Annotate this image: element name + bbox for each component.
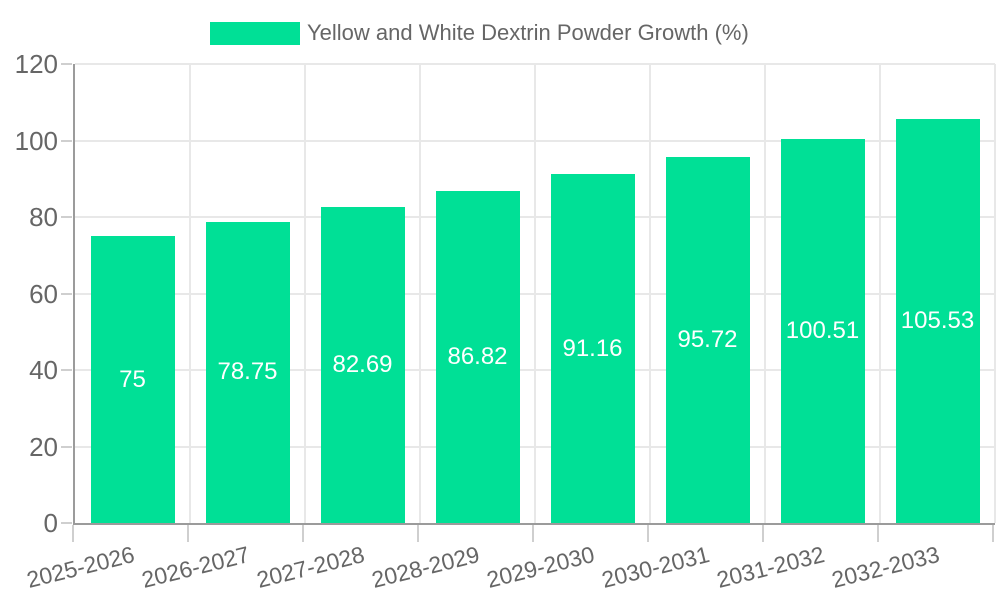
y-tick — [61, 522, 72, 524]
bar-value-label: 86.82 — [447, 342, 508, 370]
plot-area: 75 78.75 82.69 86.82 91.16 95.72 100.51 105.53 — [73, 63, 996, 525]
x-tick — [302, 525, 304, 542]
x-tick — [72, 525, 74, 542]
x-tick-label: 2026-2027 — [138, 541, 252, 593]
v-gridline — [534, 64, 536, 523]
v-gridline — [764, 64, 766, 523]
y-tick-label: 100 — [14, 125, 58, 156]
bar-value-label: 105.53 — [900, 307, 975, 335]
bar: 100.51 — [780, 138, 865, 523]
x-tick-label: 2030-2031 — [598, 541, 712, 593]
bar: 91.16 — [550, 174, 635, 523]
y-tick-label: 40 — [29, 355, 58, 385]
bar-value-label: 100.51 — [785, 316, 860, 344]
legend-label: Yellow and White Dextrin Powder Growth (… — [307, 20, 749, 45]
y-tick — [61, 139, 72, 142]
v-gridline — [994, 64, 996, 523]
legend-swatch — [210, 21, 300, 45]
bar: 82.69 — [320, 206, 405, 523]
y-tick — [61, 292, 72, 295]
y-tick — [61, 63, 72, 65]
y-tick-label: 0 — [43, 508, 58, 538]
bar-value-label: 82.69 — [332, 350, 393, 378]
chart-legend-item[interactable]: Yellow and White Dextrin Powder Growth (… — [210, 20, 749, 46]
bar: 105.53 — [895, 119, 980, 523]
bar-value-label: 75 — [119, 365, 146, 393]
bar: 86.82 — [435, 190, 520, 523]
bar-value-label: 91.16 — [562, 334, 623, 362]
y-tick-label: 60 — [29, 278, 58, 309]
bar: 78.75 — [205, 221, 290, 523]
bar: 75 — [90, 236, 175, 523]
y-tick-label: 20 — [29, 431, 58, 462]
x-tick-label: 2028-2029 — [368, 541, 482, 593]
v-gridline — [189, 64, 191, 523]
x-tick-label: 2029-2030 — [483, 541, 597, 593]
x-tick — [417, 525, 419, 542]
x-tick — [187, 525, 189, 542]
x-tick-label: 2027-2028 — [253, 541, 367, 593]
bar: 95.72 — [665, 156, 750, 523]
x-tick — [992, 525, 994, 542]
v-gridline — [879, 64, 881, 523]
x-tick — [532, 525, 534, 542]
x-tick-label: 2031-2032 — [713, 541, 827, 593]
x-tick-label: 2032-2033 — [828, 541, 942, 593]
x-tick-label: 2025-2026 — [23, 541, 137, 593]
bar-value-label: 78.75 — [217, 358, 278, 386]
v-gridline — [649, 64, 651, 523]
x-tick — [647, 525, 649, 542]
x-tick — [762, 525, 764, 542]
y-tick — [61, 369, 72, 371]
v-gridline — [304, 64, 306, 523]
y-tick-label: 80 — [29, 202, 58, 232]
bar-value-label: 95.72 — [677, 325, 738, 353]
y-tick-label: 120 — [14, 49, 58, 79]
x-tick — [877, 525, 879, 542]
y-tick — [61, 445, 72, 448]
y-tick — [61, 216, 72, 218]
v-gridline — [419, 64, 421, 523]
